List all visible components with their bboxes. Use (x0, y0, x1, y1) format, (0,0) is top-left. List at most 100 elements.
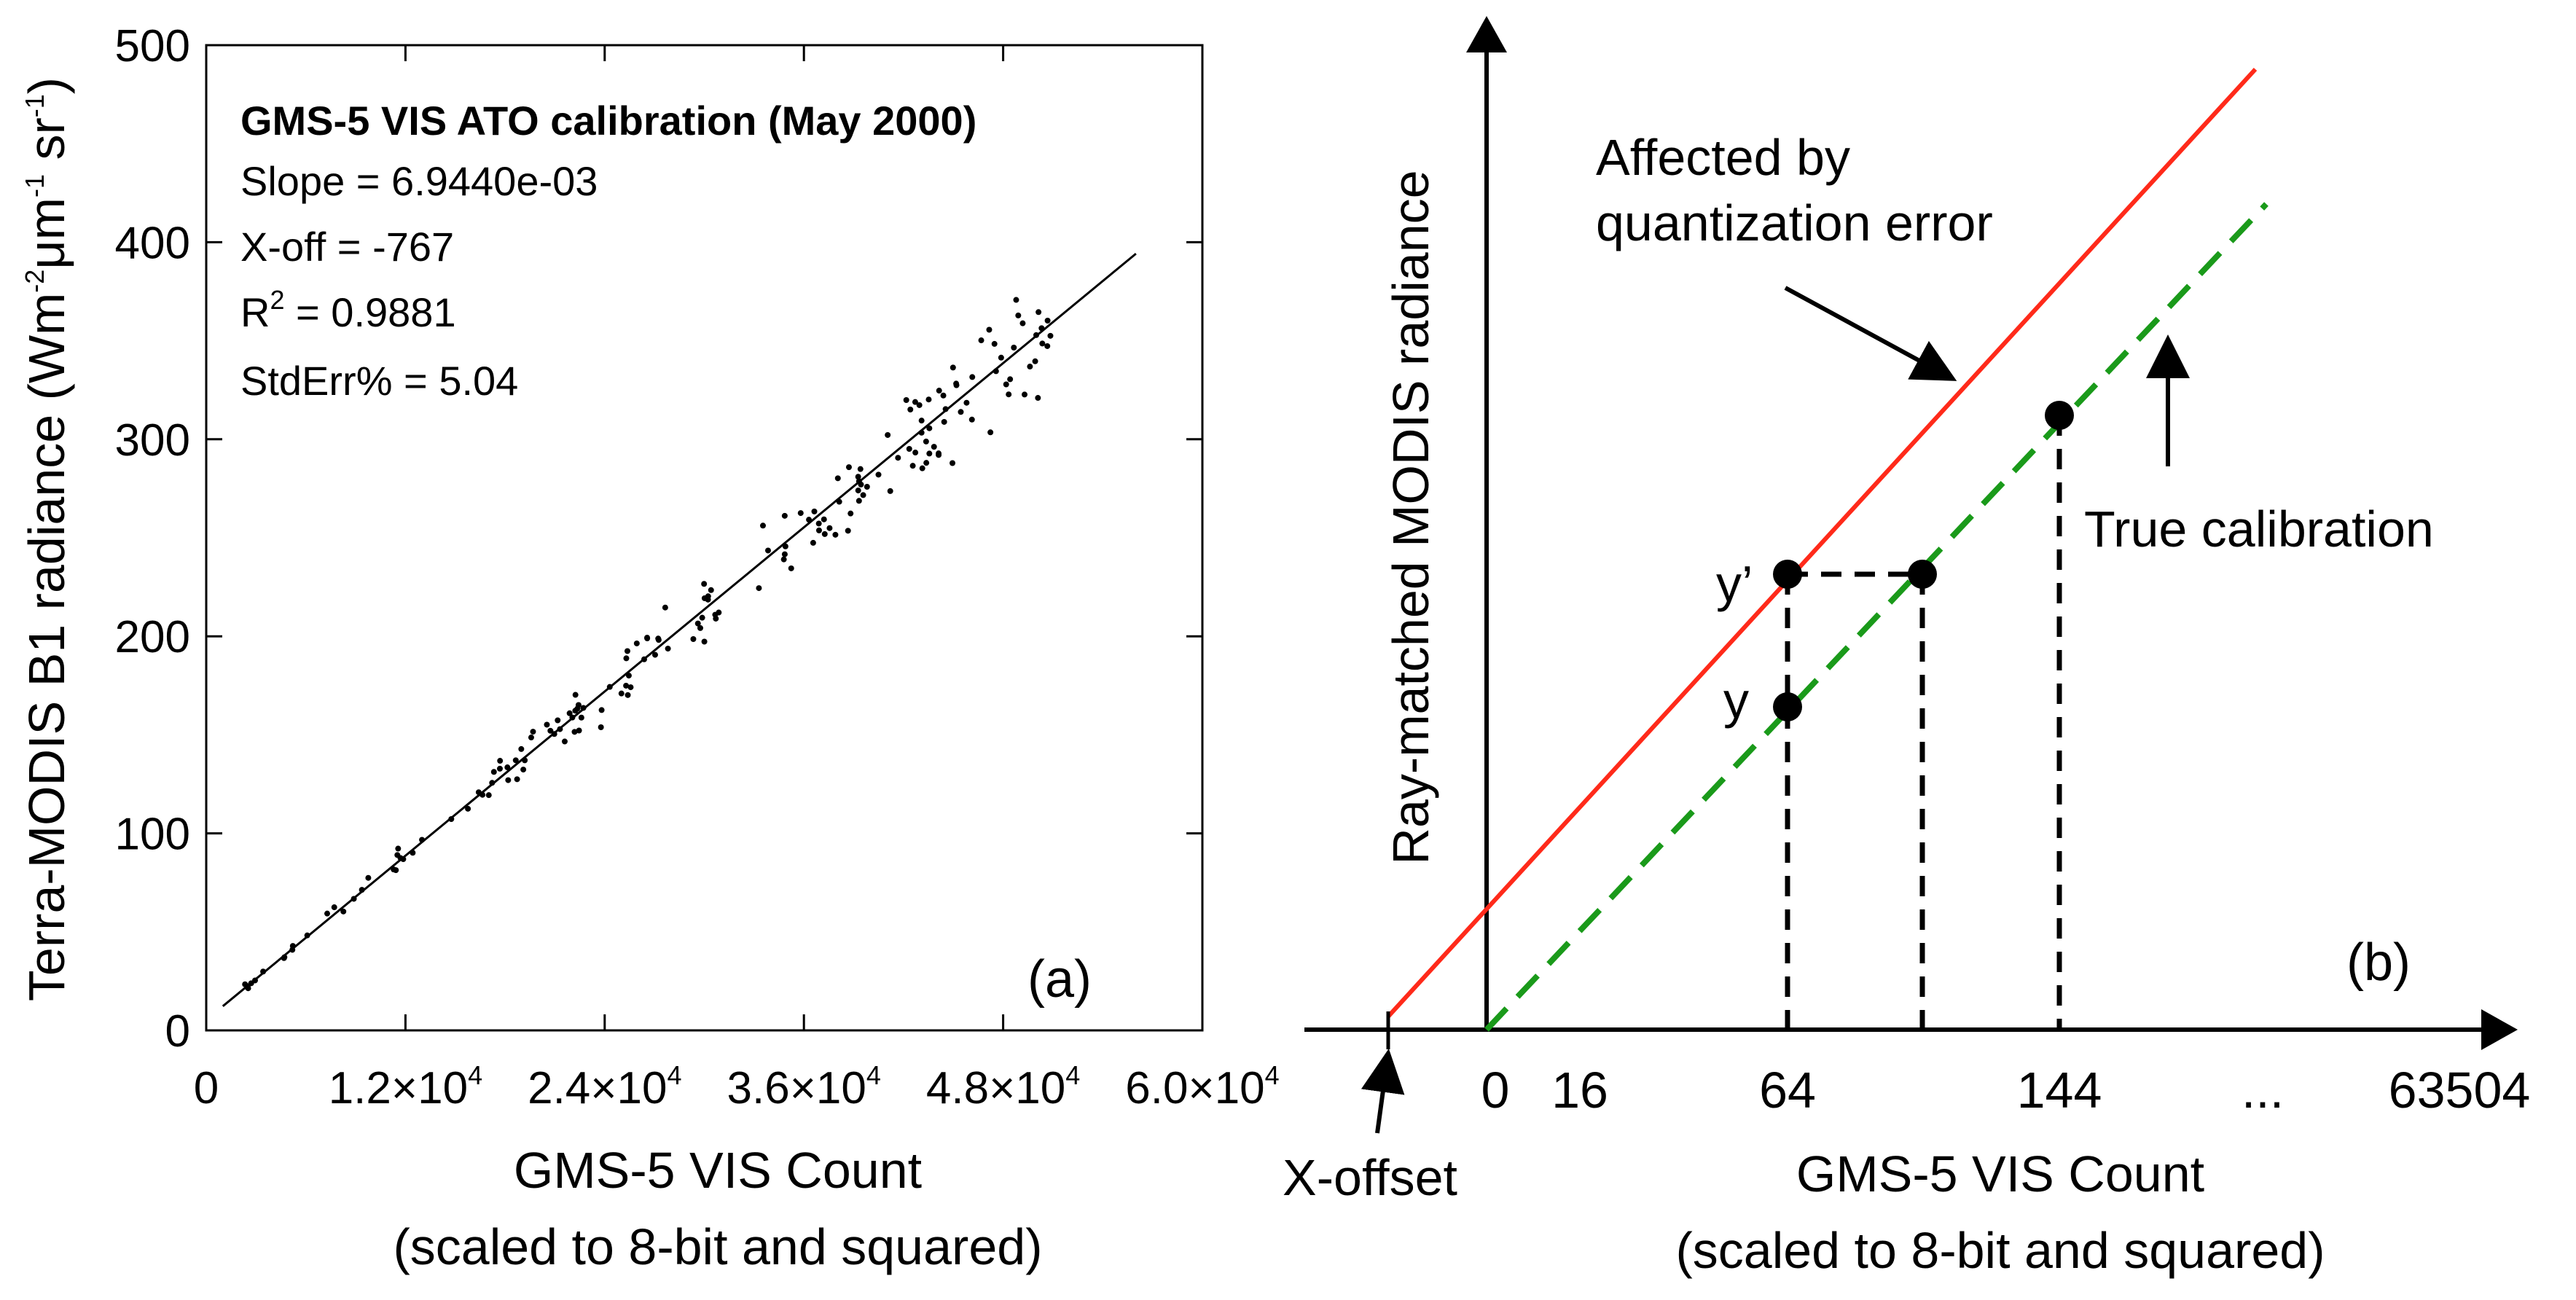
scatter-point (1007, 376, 1014, 383)
scatter-point (662, 604, 668, 611)
scatter-point (555, 717, 561, 724)
scatter-point (1011, 344, 1017, 351)
y-tick-label-a: 400 (115, 218, 190, 268)
scatter-point (598, 724, 604, 730)
scatter-point (393, 867, 399, 874)
scatter-point (623, 682, 630, 689)
y-axis-label-b: Ray-matched MODIS radiance (1382, 170, 1439, 864)
line-affected-calibration (1386, 67, 2258, 1019)
line-true-calibration (1484, 202, 2268, 1032)
scatter-point (887, 488, 893, 494)
scatter-point (857, 466, 864, 472)
scatter-point (598, 707, 605, 713)
scatter-point (855, 488, 861, 494)
stat-xoff: X-off = -767 (240, 224, 454, 270)
label-affected-line2: quantization error (1596, 195, 1993, 251)
y-axis-arrow-icon (1466, 16, 1507, 52)
scatter-point (941, 418, 947, 425)
scatter-point (950, 460, 956, 466)
scatter-point (845, 528, 851, 534)
scatter-point (978, 337, 984, 344)
scatter-point (998, 354, 1004, 361)
x-tick-b-63504: 63504 (2389, 1062, 2531, 1119)
scatter-point (986, 326, 993, 333)
scatter-point (633, 640, 640, 646)
x-tick-b-64: 64 (1759, 1062, 1816, 1119)
scatter-point (906, 445, 912, 452)
scatter-point (485, 792, 492, 799)
x-tick-label-a: 4.8×104 (926, 1060, 1080, 1113)
label-affected-line1: Affected by (1596, 129, 1850, 186)
scatter-point (834, 475, 841, 482)
scatter-point (544, 721, 550, 728)
regression-line (222, 252, 1137, 1007)
scatter-point (518, 745, 525, 752)
point-y-prime-projected (1908, 560, 1937, 589)
scatter-point (1027, 364, 1033, 370)
stat-slope: Slope = 6.9440e-03 (240, 158, 598, 204)
scatter-point (490, 769, 497, 775)
scatter-point (625, 692, 631, 698)
panel-b: Affected by quantization error True cali… (1283, 16, 2530, 1279)
scatter-point (855, 474, 861, 480)
scatter-point (936, 452, 942, 458)
scatter-point (821, 530, 828, 537)
scatter-point (815, 520, 822, 527)
scatter-point (765, 547, 772, 554)
scatter-point (708, 587, 714, 593)
scatter-point (860, 492, 866, 498)
scatter-point (856, 498, 862, 504)
scatter-point (845, 464, 852, 471)
scatter-point (912, 399, 918, 405)
scatter-point (826, 525, 833, 531)
y-tick-label-a: 0 (165, 1006, 190, 1057)
scatter-point (697, 624, 703, 631)
scatter-point (1006, 391, 1012, 398)
scatter-point (968, 416, 975, 423)
panel-label-b: (b) (2346, 933, 2411, 992)
scatter-point (505, 777, 512, 783)
scatter-point (627, 684, 634, 691)
scatter-point (528, 735, 534, 741)
scatter-point (623, 655, 630, 662)
y-axis-ticks-a: 0 100 200 300 400 500 (115, 21, 1202, 1057)
scatter-point (547, 727, 554, 734)
scatter-point (923, 460, 930, 466)
scatter-point (1036, 309, 1042, 316)
scatter-point (925, 396, 932, 403)
scatter-point (705, 593, 711, 600)
scatter-point (895, 455, 901, 461)
scatter-point (504, 764, 511, 771)
scatter-point (572, 692, 579, 698)
scatter-point (811, 508, 818, 514)
y-tick-label-a: 300 (115, 415, 190, 466)
scatter-point (1044, 342, 1051, 349)
scatter-point (1035, 395, 1041, 402)
scatter-point (885, 431, 891, 438)
scatter-point (465, 805, 471, 812)
scatter-point (578, 714, 584, 721)
scatter-point (655, 637, 662, 643)
scatter-point (909, 463, 916, 469)
y-tick-label-a: 500 (115, 21, 190, 71)
scatter-point (1019, 320, 1026, 326)
scatter-point (875, 471, 882, 478)
scatter-point (781, 512, 788, 519)
x-axis-arrow-icon (2481, 1009, 2518, 1050)
label-y-prime: y’ (1716, 555, 1753, 612)
scatter-point (561, 738, 568, 745)
y-axis-label-a: Terra-MODIS B1 radiance (Wm-2μm-1 sr-1) (18, 77, 75, 1001)
scatter-point (644, 635, 651, 642)
stat-r2: R2 = 0.9881 (240, 285, 456, 335)
y-tick-label-a: 100 (115, 810, 190, 860)
scatter-point (1047, 332, 1054, 339)
scatter-point (918, 418, 925, 424)
scatter-point (701, 581, 708, 587)
scatter-point (571, 729, 578, 735)
panel-label-a: (a) (1027, 950, 1092, 1009)
scatter-point (701, 638, 708, 645)
scatter-point (847, 510, 854, 517)
x-axis-label-b-line1: GMS-5 VIS Count (1796, 1146, 2204, 1202)
scatter-point (991, 340, 998, 347)
